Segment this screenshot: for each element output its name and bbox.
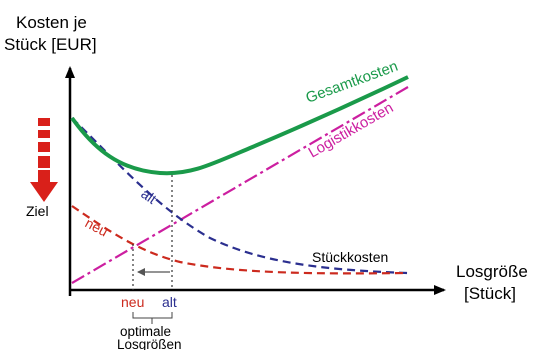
logistikkosten-curve [71,86,409,284]
logistikkosten-label: Logistikkosten [306,99,397,161]
x-axis-label-line2: [Stück] [464,284,516,303]
ziel-label: Ziel [26,203,49,219]
gesamtkosten-curve [70,75,409,176]
stueckkosten-alt-curve [71,117,409,275]
optimal-label-line1: optimale [120,324,171,339]
optimal-label-line2: Losgrößen [117,337,182,350]
tick-neu-label: neu [121,294,144,310]
x-axis-label-line1: Losgröße [456,262,528,281]
stueckkosten-label: Stückkosten [312,249,388,265]
neu-curve-label: neu [83,215,111,240]
stueckkosten-neu-curve [71,205,409,275]
ziel-arrow-icon [30,118,58,202]
optimal-bracket [132,312,173,319]
tick-alt-label: alt [162,294,177,310]
alt-curve-label: alt [138,185,159,207]
y-axis-label-line1: Kosten je [16,13,87,32]
y-axis-label-line2: Stück [EUR] [4,35,97,54]
